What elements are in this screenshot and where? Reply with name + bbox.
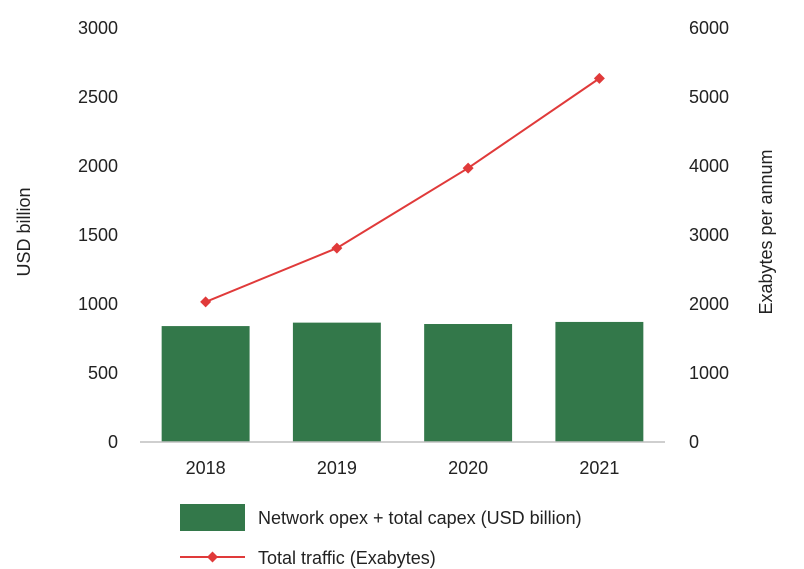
line-point xyxy=(200,296,212,308)
x-axis-ticks: 2018 2019 2020 2021 xyxy=(186,458,620,478)
legend-line-marker xyxy=(207,551,218,563)
left-tick-label: 2000 xyxy=(78,156,118,176)
line-point xyxy=(593,72,605,84)
right-tick-label: 0 xyxy=(689,432,699,452)
right-tick-label: 6000 xyxy=(689,18,729,38)
right-axis-ticks: 0 1000 2000 3000 4000 5000 6000 xyxy=(689,18,729,452)
line-series xyxy=(200,72,605,308)
left-tick-label: 1000 xyxy=(78,294,118,314)
right-tick-label: 5000 xyxy=(689,87,729,107)
left-tick-label: 3000 xyxy=(78,18,118,38)
left-tick-label: 500 xyxy=(88,363,118,383)
left-axis-ticks: 0 500 1000 1500 2000 2500 3000 xyxy=(78,18,118,452)
bar xyxy=(424,324,513,442)
right-tick-label: 1000 xyxy=(689,363,729,383)
right-axis-title: Exabytes per annum xyxy=(756,149,776,314)
bar xyxy=(555,321,644,442)
bar-series xyxy=(161,321,644,442)
x-tick-label: 2021 xyxy=(579,458,619,478)
left-tick-label: 0 xyxy=(108,432,118,452)
legend-bar-swatch xyxy=(180,504,245,531)
bar xyxy=(292,322,381,442)
right-tick-label: 4000 xyxy=(689,156,729,176)
legend-bar-label: Network opex + total capex (USD billion) xyxy=(258,508,582,528)
left-tick-label: 2500 xyxy=(78,87,118,107)
right-tick-label: 3000 xyxy=(689,225,729,245)
x-tick-label: 2018 xyxy=(186,458,226,478)
left-tick-label: 1500 xyxy=(78,225,118,245)
line-point xyxy=(331,242,343,254)
x-tick-label: 2019 xyxy=(317,458,357,478)
bar xyxy=(161,326,250,442)
right-tick-label: 2000 xyxy=(689,294,729,314)
x-tick-label: 2020 xyxy=(448,458,488,478)
left-axis-title: USD billion xyxy=(14,187,34,276)
line-point xyxy=(462,162,474,174)
legend-line-label: Total traffic (Exabytes) xyxy=(258,548,436,568)
traffic-line xyxy=(205,77,600,303)
legend: Network opex + total capex (USD billion)… xyxy=(180,504,582,568)
